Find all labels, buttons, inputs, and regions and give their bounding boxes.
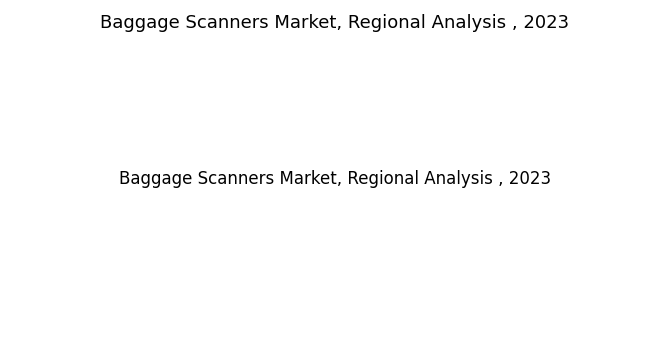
Text: Baggage Scanners Market, Regional Analysis , 2023: Baggage Scanners Market, Regional Analys… <box>119 169 551 188</box>
Text: Baggage Scanners Market, Regional Analysis , 2023: Baggage Scanners Market, Regional Analys… <box>100 14 570 32</box>
